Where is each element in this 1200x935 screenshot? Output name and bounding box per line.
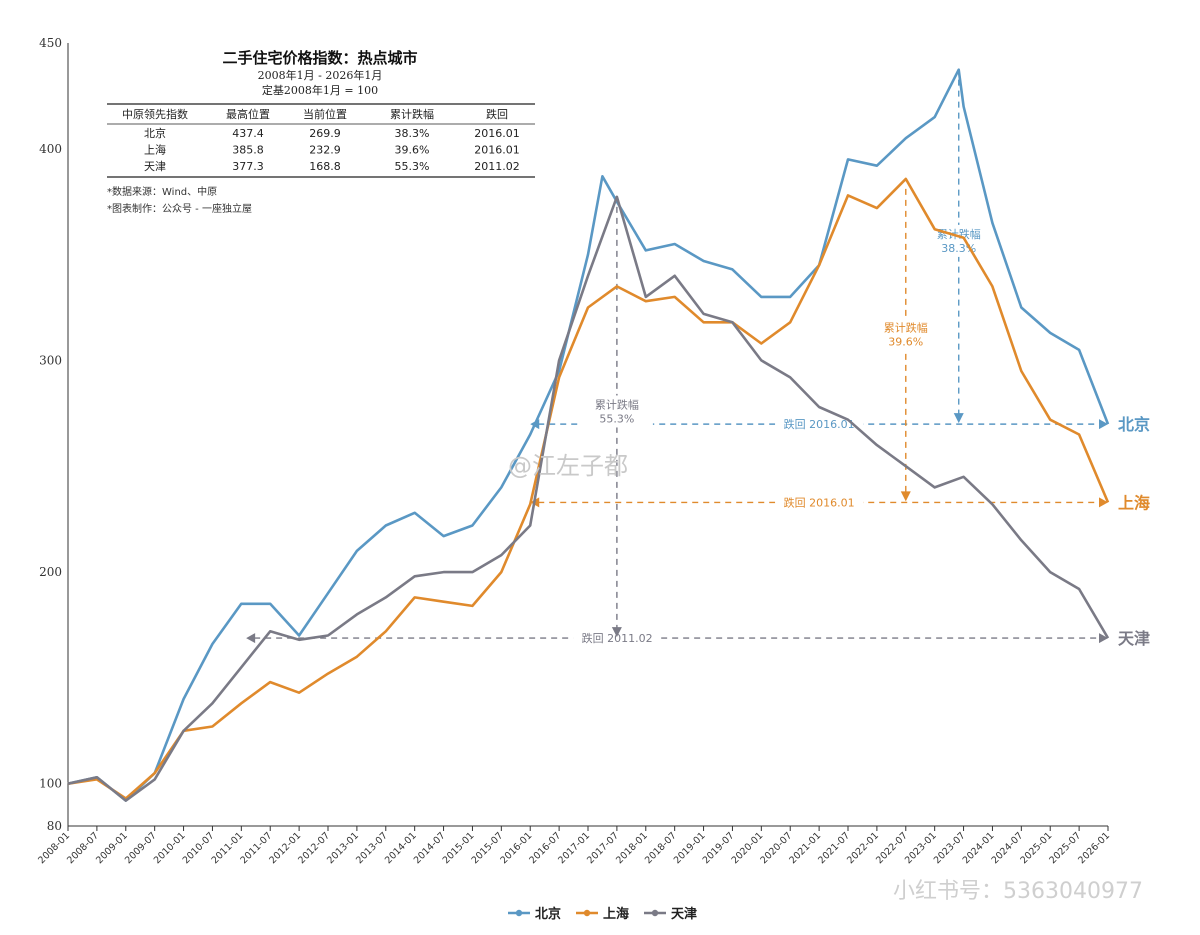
table-cell: 2016.01 [474,127,520,140]
legend-marker [515,909,523,917]
table-cell: 269.9 [309,127,341,140]
table-cell: 38.3% [395,127,430,140]
revert-label-bg [775,416,864,433]
drop-label-bg [580,395,653,428]
drop-label-上海: 累计跌幅 [884,321,928,335]
drop-arrow [900,491,911,502]
drop-arrow [611,627,622,638]
watermark-bottom-right: 小红书号：5363040977 [893,879,1143,904]
table-cell: 385.8 [232,144,264,157]
table-header-cell: 累计跌幅 [390,107,434,121]
y-tick-label: 450 [39,36,62,50]
table-cell: 39.6% [395,144,430,157]
drop-value-天津: 55.3% [599,412,634,425]
end-label-天津: 天津 [1118,629,1150,648]
x-tick-label: 2026-01 [1076,830,1112,866]
source-notes: *数据来源：Wind、中原 *图表制作：公众号 - 一座独立屋 [107,185,252,215]
revert-label-bg [573,630,662,647]
table-header-cell: 当前位置 [303,107,347,121]
revert-arrow-right [1099,419,1108,430]
watermark-center: @江左子都 [508,452,628,480]
revert-arrow-right [1099,497,1108,508]
drop-label-bg [869,318,942,351]
legend-marker [651,909,659,917]
revert-label-北京: 跌回 2016.01 [784,417,855,431]
chart-legend: 北京 上海 天津 [508,906,697,922]
table-header-cell: 中原领先指数 [122,107,188,121]
series-line-北京 [67,68,1110,802]
table-cell: 天津 [144,160,166,173]
y-tick-label: 100 [39,777,62,791]
table-cell: 437.4 [232,127,264,140]
drop-arrow [953,413,964,424]
revert-arrow-right [1099,633,1108,644]
y-tick-label: 300 [39,353,62,367]
chart-subtitle-range: 2008年1月 - 2026年1月 [258,68,383,82]
table-header-cell: 跌回 [486,107,508,121]
revert-label-bg [775,494,864,511]
drop-label-北京: 累计跌幅 [937,227,981,241]
table-cell: 168.8 [309,160,341,173]
table-cell: 2016.01 [474,144,520,157]
chart-header: 二手住宅价格指数：热点城市 2008年1月 - 2026年1月 定基2008年1… [222,49,417,97]
chart-subtitle-base: 定基2008年1月 = 100 [262,83,378,97]
legend-label-上海: 上海 [603,906,629,922]
legend-label-天津: 天津 [671,906,697,922]
y-tick-label: 200 [39,565,62,579]
revert-arrow-left [246,633,256,644]
table-cell: 232.9 [309,144,341,157]
table-cell: 2011.02 [474,160,520,173]
author-note: *图表制作：公众号 - 一座独立屋 [107,202,252,215]
table-cell: 北京 [144,126,166,140]
series-lines [67,68,1110,802]
revert-label-天津: 跌回 2011.02 [582,631,653,645]
y-tick-label: 80 [47,819,62,833]
end-label-上海: 上海 [1118,493,1150,512]
series-line-上海 [67,177,1110,800]
legend-marker [583,909,591,917]
series-line-天津 [67,195,1110,802]
revert-label-上海: 跌回 2016.01 [784,495,855,509]
drop-label-天津: 累计跌幅 [595,397,639,411]
drop-value-上海: 39.6% [888,336,923,349]
table-header-cell: 最高位置 [226,107,270,121]
legend-label-北京: 北京 [535,906,561,922]
end-label-北京: 北京 [1118,415,1150,434]
source-note: *数据来源：Wind、中原 [107,185,217,198]
chart-title: 二手住宅价格指数：热点城市 [222,49,417,67]
y-tick-label: 400 [39,142,62,156]
table-cell: 上海 [144,143,166,157]
table-cell: 377.3 [232,160,264,173]
table-cell: 55.3% [395,160,430,173]
